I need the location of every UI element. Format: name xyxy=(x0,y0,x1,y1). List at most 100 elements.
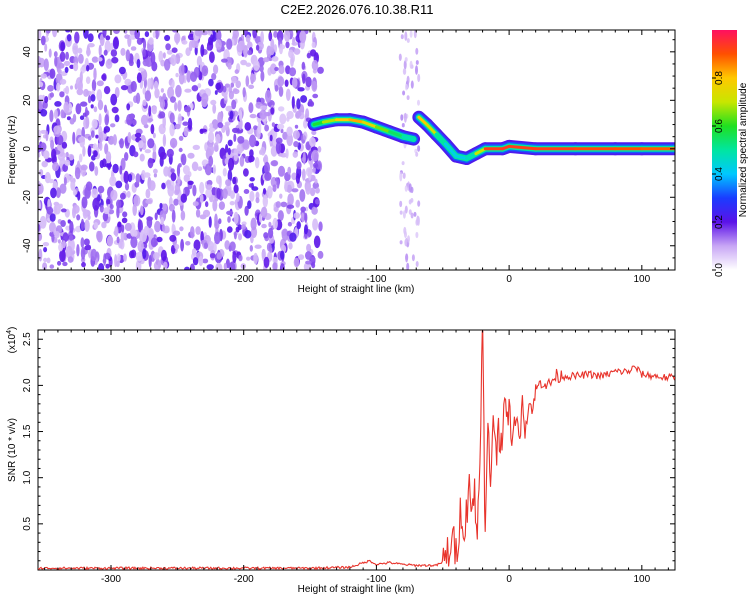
noise-blob xyxy=(301,168,306,181)
noise-blob xyxy=(309,187,316,197)
noise-blob xyxy=(277,165,286,177)
noise-blob xyxy=(262,195,268,208)
noise-blob xyxy=(174,101,178,112)
noise-blob xyxy=(285,88,291,102)
noise-blob xyxy=(287,221,292,227)
noise-blob xyxy=(217,111,223,125)
noise-blob xyxy=(208,240,214,252)
noise-blob xyxy=(403,60,407,70)
noise-blob xyxy=(306,243,312,253)
noise-blob xyxy=(157,261,162,269)
noise-blob xyxy=(155,30,159,40)
noise-blob xyxy=(259,109,267,120)
noise-blob xyxy=(103,128,107,134)
noise-blob xyxy=(142,99,147,107)
snr-scale-close: ) xyxy=(7,327,18,330)
snr-xtick-label: -100 xyxy=(366,574,386,585)
noise-blob xyxy=(46,206,54,215)
noise-blob xyxy=(253,125,258,131)
noise-blob xyxy=(77,47,83,54)
noise-blob xyxy=(255,191,260,200)
snr-xtick-label: 100 xyxy=(633,574,650,585)
noise-blob xyxy=(400,114,404,121)
noise-blob xyxy=(181,40,188,45)
noise-blob xyxy=(97,57,103,62)
noise-blob xyxy=(293,48,301,55)
noise-blob xyxy=(229,110,234,120)
noise-blob xyxy=(415,261,419,267)
noise-blob xyxy=(49,264,55,269)
noise-blob xyxy=(109,203,114,210)
noise-blob xyxy=(53,51,58,58)
noise-blob xyxy=(273,206,279,212)
ridge-core-segment xyxy=(388,130,405,139)
noise-blob xyxy=(415,65,418,75)
spectrogram-ridge xyxy=(307,110,675,165)
noise-blob xyxy=(266,185,273,199)
noise-blob xyxy=(265,89,272,103)
noise-blob xyxy=(114,114,120,123)
noise-blob xyxy=(200,128,208,133)
noise-blob xyxy=(262,57,270,63)
noise-blob xyxy=(103,86,111,95)
noise-blob xyxy=(202,209,211,218)
noise-blob xyxy=(42,262,48,270)
noise-blob xyxy=(273,30,278,38)
noise-blob xyxy=(280,201,288,208)
noise-blob xyxy=(288,67,297,77)
noise-blob xyxy=(111,106,119,114)
noise-blob xyxy=(214,90,218,95)
noise-blob xyxy=(38,94,44,101)
noise-blob xyxy=(170,172,177,182)
noise-blob xyxy=(129,34,137,40)
svg-text:(x104): (x104) xyxy=(6,327,18,354)
noise-blob xyxy=(141,169,146,181)
noise-blob xyxy=(124,78,132,86)
noise-blob xyxy=(233,211,239,225)
noise-blob xyxy=(44,43,48,52)
noise-blob xyxy=(191,85,199,92)
noise-blob xyxy=(104,143,109,155)
noise-blob xyxy=(293,212,300,219)
noise-blob xyxy=(120,192,126,200)
noise-blob xyxy=(134,30,140,40)
noise-blob xyxy=(208,78,214,87)
noise-blob xyxy=(213,64,219,75)
noise-blob xyxy=(135,251,143,262)
noise-blob xyxy=(305,260,312,265)
snr-ytick-label: 2.5 xyxy=(22,332,33,346)
noise-blob xyxy=(409,30,413,38)
noise-blob xyxy=(279,43,283,55)
noise-blob xyxy=(181,153,187,166)
noise-blob xyxy=(301,61,306,70)
noise-blob xyxy=(227,157,235,171)
noise-blob xyxy=(66,34,72,42)
noise-blob xyxy=(87,145,92,157)
noise-blob xyxy=(50,139,55,150)
noise-blob xyxy=(311,206,318,215)
noise-blob xyxy=(276,123,285,130)
noise-blob xyxy=(80,101,88,107)
noise-blob xyxy=(93,67,97,81)
noise-blob xyxy=(244,45,248,54)
noise-blob xyxy=(200,230,204,243)
noise-blob xyxy=(216,187,221,200)
noise-blob xyxy=(291,96,295,109)
snr-ytick-label: 0.5 xyxy=(22,516,33,530)
noise-blob xyxy=(296,98,301,110)
noise-blob xyxy=(140,114,149,126)
noise-blob xyxy=(259,64,264,73)
spectrogram-ylabel: Frequency (Hz) xyxy=(7,116,18,185)
noise-blob xyxy=(130,46,137,51)
noise-blob xyxy=(407,235,410,243)
noise-blob xyxy=(417,73,421,83)
noise-blob xyxy=(227,147,231,156)
noise-blob xyxy=(127,173,133,183)
noise-blob xyxy=(79,115,85,120)
noise-blob xyxy=(215,82,222,90)
noise-blob xyxy=(115,180,123,189)
ridge-core-segment xyxy=(417,115,429,127)
noise-blob xyxy=(303,135,306,141)
noise-blob xyxy=(225,105,233,112)
noise-blob xyxy=(162,52,166,59)
